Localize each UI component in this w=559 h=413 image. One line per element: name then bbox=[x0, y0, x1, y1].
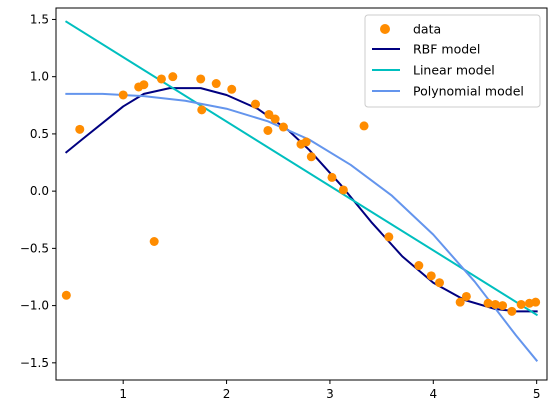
data-point-18 bbox=[301, 137, 311, 147]
data-point-24 bbox=[414, 261, 424, 271]
data-point-28 bbox=[461, 291, 471, 301]
data-point-4 bbox=[139, 80, 149, 90]
x-tick-label-0: 1 bbox=[119, 387, 127, 401]
y-tick-label-2: −0.5 bbox=[20, 241, 49, 255]
data-point-5 bbox=[149, 237, 159, 246]
points-layer bbox=[61, 72, 541, 316]
data-point-19 bbox=[306, 152, 316, 162]
data-point-13 bbox=[263, 125, 273, 135]
legend-label-data: data bbox=[413, 22, 441, 37]
data-point-11 bbox=[227, 84, 237, 94]
data-point-1 bbox=[75, 124, 85, 134]
x-axis: 1 2 3 4 5 bbox=[119, 380, 540, 401]
y-tick-label-4: 0.5 bbox=[30, 127, 49, 141]
legend-label-linear: Linear model bbox=[413, 63, 495, 78]
legend-box bbox=[364, 14, 541, 108]
data-point-6 bbox=[156, 74, 166, 84]
x-tick-label-1: 2 bbox=[223, 387, 231, 401]
data-point-23 bbox=[384, 232, 394, 242]
legend: data RBF model Linear model Polynomial m… bbox=[364, 14, 541, 108]
data-point-12 bbox=[251, 99, 260, 109]
axes-frame bbox=[55, 7, 548, 381]
data-point-20 bbox=[327, 172, 337, 182]
data-point-35 bbox=[531, 297, 541, 307]
data-point-27 bbox=[455, 297, 465, 307]
legend-label-polynomial: Polynomial model bbox=[413, 84, 524, 99]
data-point-8 bbox=[196, 74, 206, 84]
y-tick-label-3: 0.0 bbox=[30, 184, 49, 198]
data-point-2 bbox=[118, 90, 128, 100]
data-point-32 bbox=[507, 306, 517, 316]
data-point-9 bbox=[197, 105, 207, 115]
data-point-10 bbox=[211, 79, 221, 89]
series-line-1 bbox=[64, 20, 539, 317]
legend-marker-data bbox=[380, 24, 390, 34]
data-point-15 bbox=[270, 114, 280, 124]
data-point-33 bbox=[516, 299, 526, 309]
data-point-14 bbox=[264, 109, 274, 119]
data-point-0 bbox=[61, 290, 71, 300]
data-point-21 bbox=[338, 185, 348, 195]
legend-label-rbf: RBF model bbox=[413, 42, 480, 57]
y-tick-label-1: −1.0 bbox=[20, 299, 49, 313]
data-point-7 bbox=[168, 72, 178, 82]
data-point-16 bbox=[278, 122, 288, 132]
y-tick-label-0: −1.5 bbox=[20, 356, 49, 370]
x-tick-label-3: 4 bbox=[429, 387, 437, 401]
data-point-26 bbox=[435, 278, 444, 288]
x-tick-label-4: 5 bbox=[533, 387, 541, 401]
y-tick-label-5: 1.0 bbox=[30, 70, 49, 84]
data-point-31 bbox=[498, 301, 508, 311]
x-tick-label-2: 3 bbox=[326, 387, 334, 401]
y-tick-label-6: 1.5 bbox=[30, 12, 49, 26]
y-axis: −1.5 −1.0 −0.5 0.0 0.5 1.0 1.5 bbox=[20, 12, 56, 370]
data-point-22 bbox=[359, 121, 369, 131]
data-point-30 bbox=[490, 299, 500, 309]
data-point-29 bbox=[483, 298, 493, 308]
data-point-25 bbox=[426, 271, 436, 281]
